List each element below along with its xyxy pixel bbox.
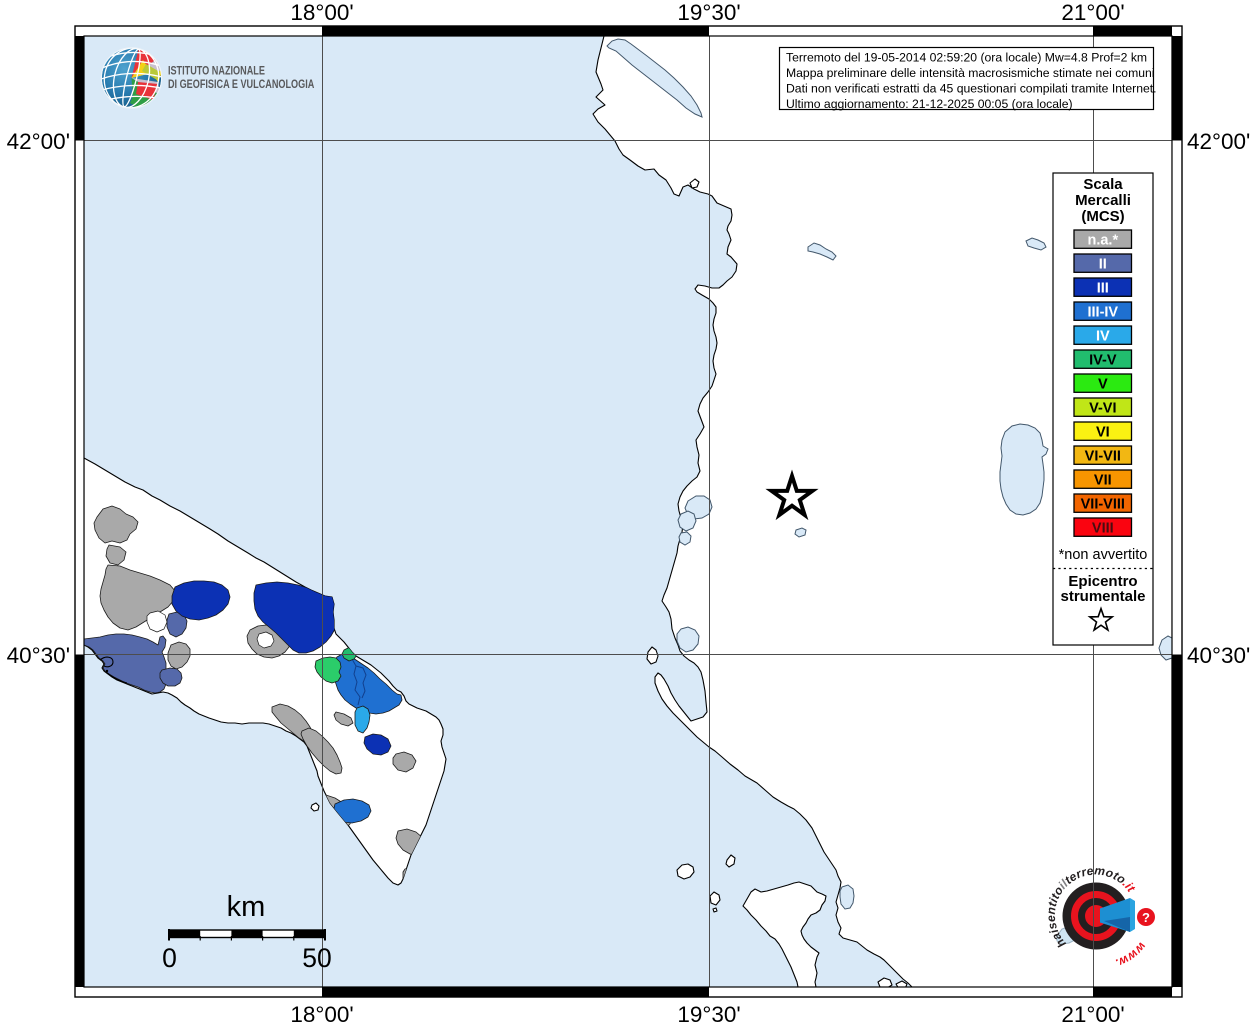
svg-text:km: km (227, 891, 266, 923)
svg-text:IV: IV (1096, 329, 1110, 345)
svg-text:VII: VII (1094, 473, 1112, 489)
svg-text:III-IV: III-IV (1087, 305, 1118, 321)
svg-text:Mercalli: Mercalli (1075, 192, 1131, 209)
svg-text:0: 0 (162, 943, 177, 973)
svg-text:IV-V: IV-V (1089, 353, 1117, 369)
svg-text:(MCS): (MCS) (1081, 208, 1124, 225)
svg-text:DI GEOFISICA E VULCANOLOGIA: DI GEOFISICA E VULCANOLOGIA (168, 78, 315, 92)
svg-text:ISTITUTO NAZIONALE: ISTITUTO NAZIONALE (168, 64, 265, 78)
svg-text:n.a.*: n.a.* (1087, 233, 1118, 249)
svg-text:Epicentro: Epicentro (1068, 573, 1137, 590)
svg-text:21°00': 21°00' (1061, 0, 1124, 25)
svg-text:Scala: Scala (1083, 176, 1123, 193)
svg-text:Ultimo aggiornamento: 21-12-20: Ultimo aggiornamento: 21-12-2025 00:05 (… (786, 97, 1073, 111)
svg-text:18°00': 18°00' (290, 0, 353, 25)
svg-text:40°30': 40°30' (7, 643, 70, 668)
svg-text:Terremoto del 19-05-2014 02:59: Terremoto del 19-05-2014 02:59:20 (ora l… (786, 51, 1147, 65)
svg-text:50: 50 (302, 943, 331, 973)
svg-text:42°00': 42°00' (7, 129, 70, 154)
svg-text:III: III (1097, 281, 1109, 297)
svg-text:VII-VIII: VII-VIII (1081, 497, 1125, 513)
svg-text:strumentale: strumentale (1060, 588, 1145, 605)
svg-text:VI-VII: VI-VII (1085, 449, 1121, 465)
svg-text:21°00': 21°00' (1061, 1002, 1124, 1024)
svg-text:Dati non verificati estratti d: Dati non verificati estratti da 45 quest… (786, 82, 1157, 96)
svg-text:V: V (1098, 377, 1108, 393)
svg-text:42°00': 42°00' (1187, 129, 1250, 154)
svg-text:Mappa preliminare delle intens: Mappa preliminare delle intensità macros… (786, 66, 1155, 80)
svg-text:40°30': 40°30' (1187, 643, 1250, 668)
svg-text:19°30': 19°30' (677, 0, 740, 25)
svg-text:?: ? (1142, 910, 1150, 925)
svg-text:V-VI: V-VI (1089, 401, 1116, 417)
svg-text:VI: VI (1096, 425, 1110, 441)
svg-text:19°30': 19°30' (677, 1002, 740, 1024)
svg-text:18°00': 18°00' (290, 1002, 353, 1024)
svg-text:VIII: VIII (1092, 521, 1114, 537)
svg-text:*non avvertito: *non avvertito (1059, 547, 1148, 563)
svg-text:II: II (1099, 257, 1107, 273)
